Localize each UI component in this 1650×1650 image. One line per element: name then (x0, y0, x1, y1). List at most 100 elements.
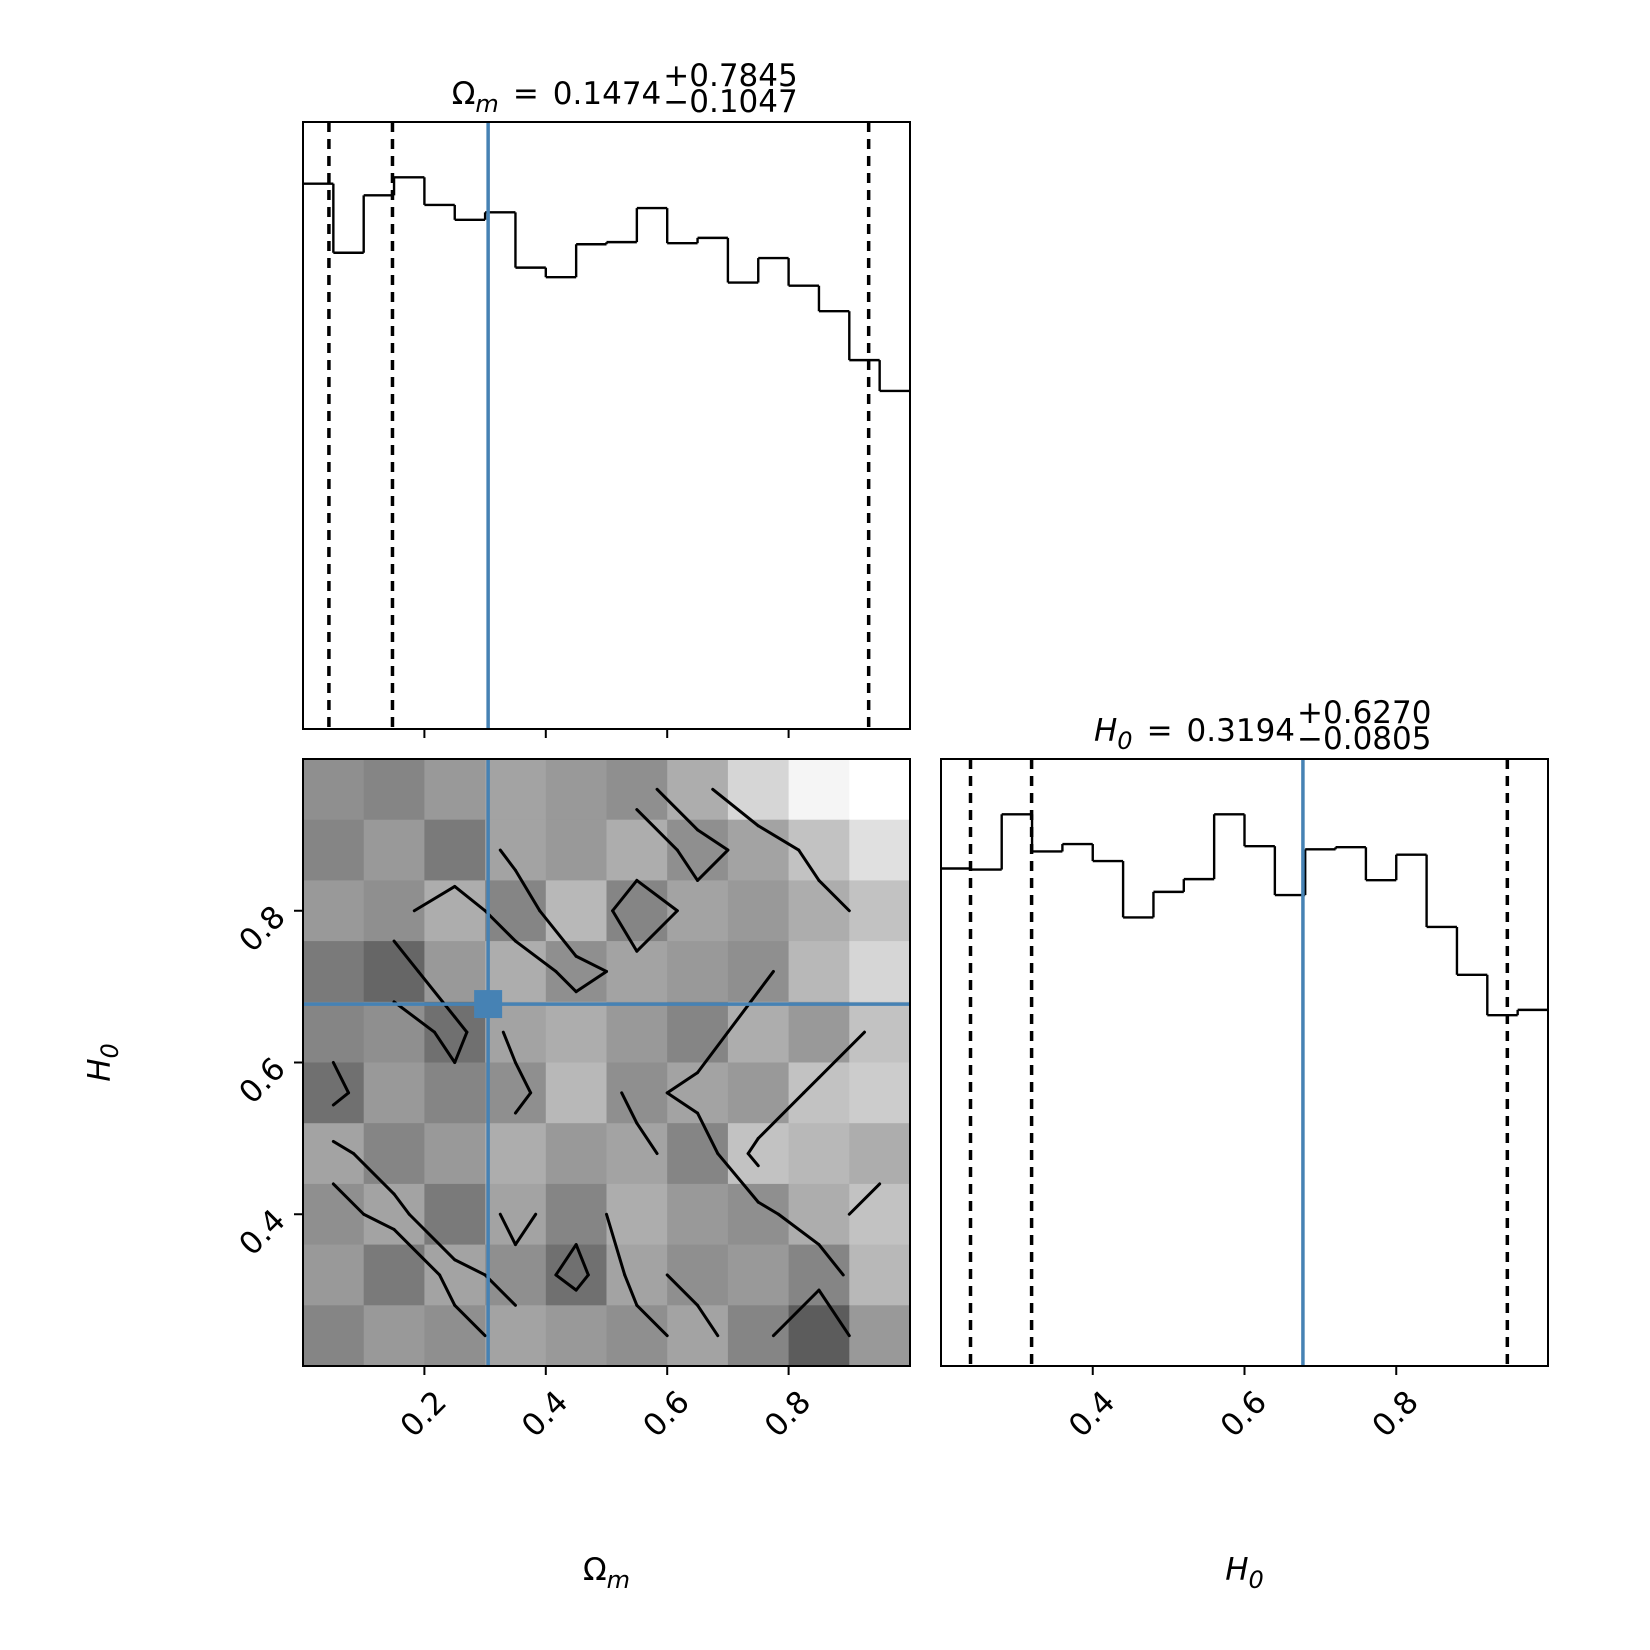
contour-segment (817, 1243, 845, 1277)
contour-segment (513, 1091, 533, 1115)
axis-label: H0 (1225, 1552, 1264, 1594)
contour-segment (453, 1303, 487, 1338)
density-cell (424, 1062, 486, 1124)
density-cell (849, 1001, 911, 1063)
density-cell (424, 1305, 486, 1367)
density-cell (303, 1183, 365, 1246)
density-cell (424, 1183, 486, 1246)
contour-segment (675, 848, 700, 882)
contour-segment (453, 1030, 469, 1064)
contour-segment (352, 1152, 396, 1196)
contour-segment (635, 1303, 669, 1338)
density-cell (303, 819, 365, 881)
density-cell (545, 759, 607, 821)
density-cell (667, 941, 729, 1003)
density-cell (303, 759, 365, 821)
contour-segment (483, 909, 517, 943)
contour-segment (635, 808, 679, 852)
contour-segment (611, 909, 639, 953)
contour-segment (501, 1030, 517, 1064)
contour-segment (513, 868, 542, 913)
x-tick-label: 0.4 (1062, 1384, 1122, 1444)
label-symbol: Ω (583, 1552, 607, 1588)
density-cell (545, 1001, 607, 1063)
density-cell (849, 1183, 911, 1246)
density-cell (667, 1183, 729, 1246)
density-cell (303, 1244, 365, 1306)
title-symbol: H (1094, 713, 1117, 749)
panel-title: H0 = 0.3194 (1094, 713, 1295, 755)
contour-segment (453, 1015, 469, 1034)
contour-segment (574, 1273, 590, 1292)
contour-segment (665, 1071, 700, 1095)
label-subscript: m (607, 1566, 630, 1594)
contour-segment (554, 1273, 578, 1292)
title-symbol: Ω (452, 76, 476, 112)
title-operator: = (513, 76, 539, 112)
density-cell (788, 880, 850, 942)
contour-segment (696, 1303, 720, 1338)
contour-segment (574, 969, 608, 994)
density-cell (545, 819, 607, 881)
density-cell (788, 1244, 850, 1306)
title-lower: −0.1047 (663, 84, 797, 120)
density-cell (788, 941, 850, 1003)
contour-segment (331, 1061, 351, 1095)
contour-segment (362, 1212, 396, 1231)
density-cell (363, 941, 425, 1003)
density-cell (849, 880, 911, 942)
contour-segment (416, 969, 457, 1019)
x-tick-label: 0.6 (636, 1384, 696, 1444)
contour-segment (817, 1288, 851, 1338)
contour-segment (412, 884, 457, 913)
density-cell (606, 1244, 668, 1306)
density-cell (424, 819, 486, 881)
contour-segment (635, 909, 679, 953)
contour-segment (538, 909, 578, 958)
contour-segment (453, 884, 487, 913)
contour-segment (620, 1091, 639, 1125)
contour-segment (696, 1030, 730, 1075)
contour-segment (696, 828, 730, 852)
contour-segment (665, 1091, 700, 1115)
contour-segment (623, 1273, 639, 1307)
contour-segment (433, 1030, 457, 1064)
density-cell (727, 759, 790, 821)
contour-segment (605, 1212, 627, 1277)
density-cell (606, 1305, 668, 1367)
contour-segment (726, 990, 760, 1034)
contour-segment (331, 1139, 356, 1156)
contour-segment (817, 878, 851, 913)
contour-segment (746, 1136, 760, 1156)
density-cell (788, 1183, 850, 1246)
density-cell (606, 1183, 668, 1246)
density-cell (849, 941, 911, 1003)
density-cell (849, 1305, 911, 1367)
contour-segment (498, 848, 517, 872)
density-cell (849, 759, 911, 821)
density-cell (727, 1123, 790, 1185)
contour-segment (635, 878, 679, 913)
y-tick-label: 0.8 (232, 899, 292, 959)
density-cell (485, 1305, 547, 1367)
contour-segment (847, 1182, 882, 1216)
title-median: 0.1474 (553, 76, 661, 112)
density-cell (363, 1244, 425, 1306)
label-symbol: H (82, 1058, 118, 1081)
density-cell (606, 1001, 668, 1063)
contour-segment (771, 1288, 821, 1338)
density-cell (363, 1123, 425, 1185)
density-cell (303, 941, 365, 1003)
contour-segment (711, 787, 760, 828)
density-cell (545, 1123, 607, 1185)
contour-segment (611, 878, 639, 913)
axis-label: H0 (82, 1043, 124, 1082)
label-symbol: H (1225, 1552, 1248, 1588)
x-tick-label: 0.8 (1365, 1384, 1425, 1444)
density-cell (424, 759, 486, 821)
density-cell (303, 1001, 365, 1063)
density-cell (363, 1062, 425, 1124)
contour-segment (554, 969, 578, 994)
density-cell (727, 880, 790, 942)
